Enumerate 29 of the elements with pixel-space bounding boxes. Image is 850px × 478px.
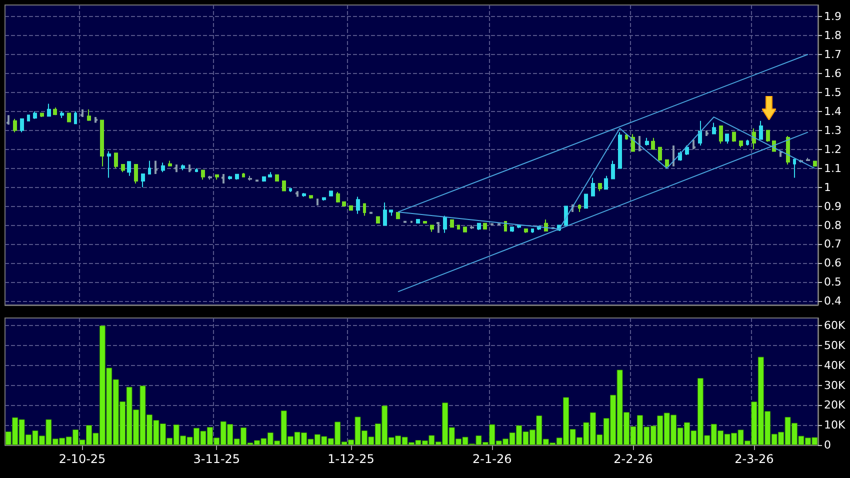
y-tick-label: 30K (824, 378, 846, 392)
y-tick-label: 1.6 (824, 66, 842, 80)
y-tick-label: 1.4 (824, 104, 842, 118)
y-tick-label: 40K (824, 358, 846, 372)
y-tick-label: 1.2 (824, 142, 842, 156)
y-tick-label: 0.9 (824, 200, 842, 213)
y-tick-label: 0 (824, 438, 831, 452)
y-tick-label: 0.4 (824, 294, 842, 308)
y-tick-label: 0.5 (824, 276, 842, 289)
y-tick-label: 1.1 (824, 162, 842, 175)
y-tick-label: 10K (824, 418, 846, 432)
x-tick-label: 2-10-25 (58, 452, 106, 466)
y-tick-label: 1.8 (824, 28, 842, 42)
x-tick-label: 3-11-25 (193, 452, 240, 466)
y-tick-label: 60K (824, 319, 846, 332)
y-tick-label: 50K (824, 338, 846, 352)
x-tick-label: 2-3-26 (734, 452, 774, 466)
y-tick-label: 0.7 (824, 238, 842, 251)
y-tick-label: 1.7 (824, 48, 842, 61)
y-tick-label: 0.6 (824, 256, 842, 270)
x-tick-label: 2-1-26 (472, 452, 512, 466)
y-tick-label: 1.3 (824, 124, 842, 137)
x-tick-label: 1-12-25 (328, 452, 374, 466)
y-tick-label: 1.5 (824, 86, 842, 99)
y-tick-label: 0.8 (824, 218, 842, 232)
y-tick-label: 1 (824, 180, 831, 194)
y-tick-label: 1.9 (824, 10, 842, 23)
y-tick-label: 20K (824, 398, 846, 412)
x-tick-label: 2-2-26 (614, 452, 653, 466)
